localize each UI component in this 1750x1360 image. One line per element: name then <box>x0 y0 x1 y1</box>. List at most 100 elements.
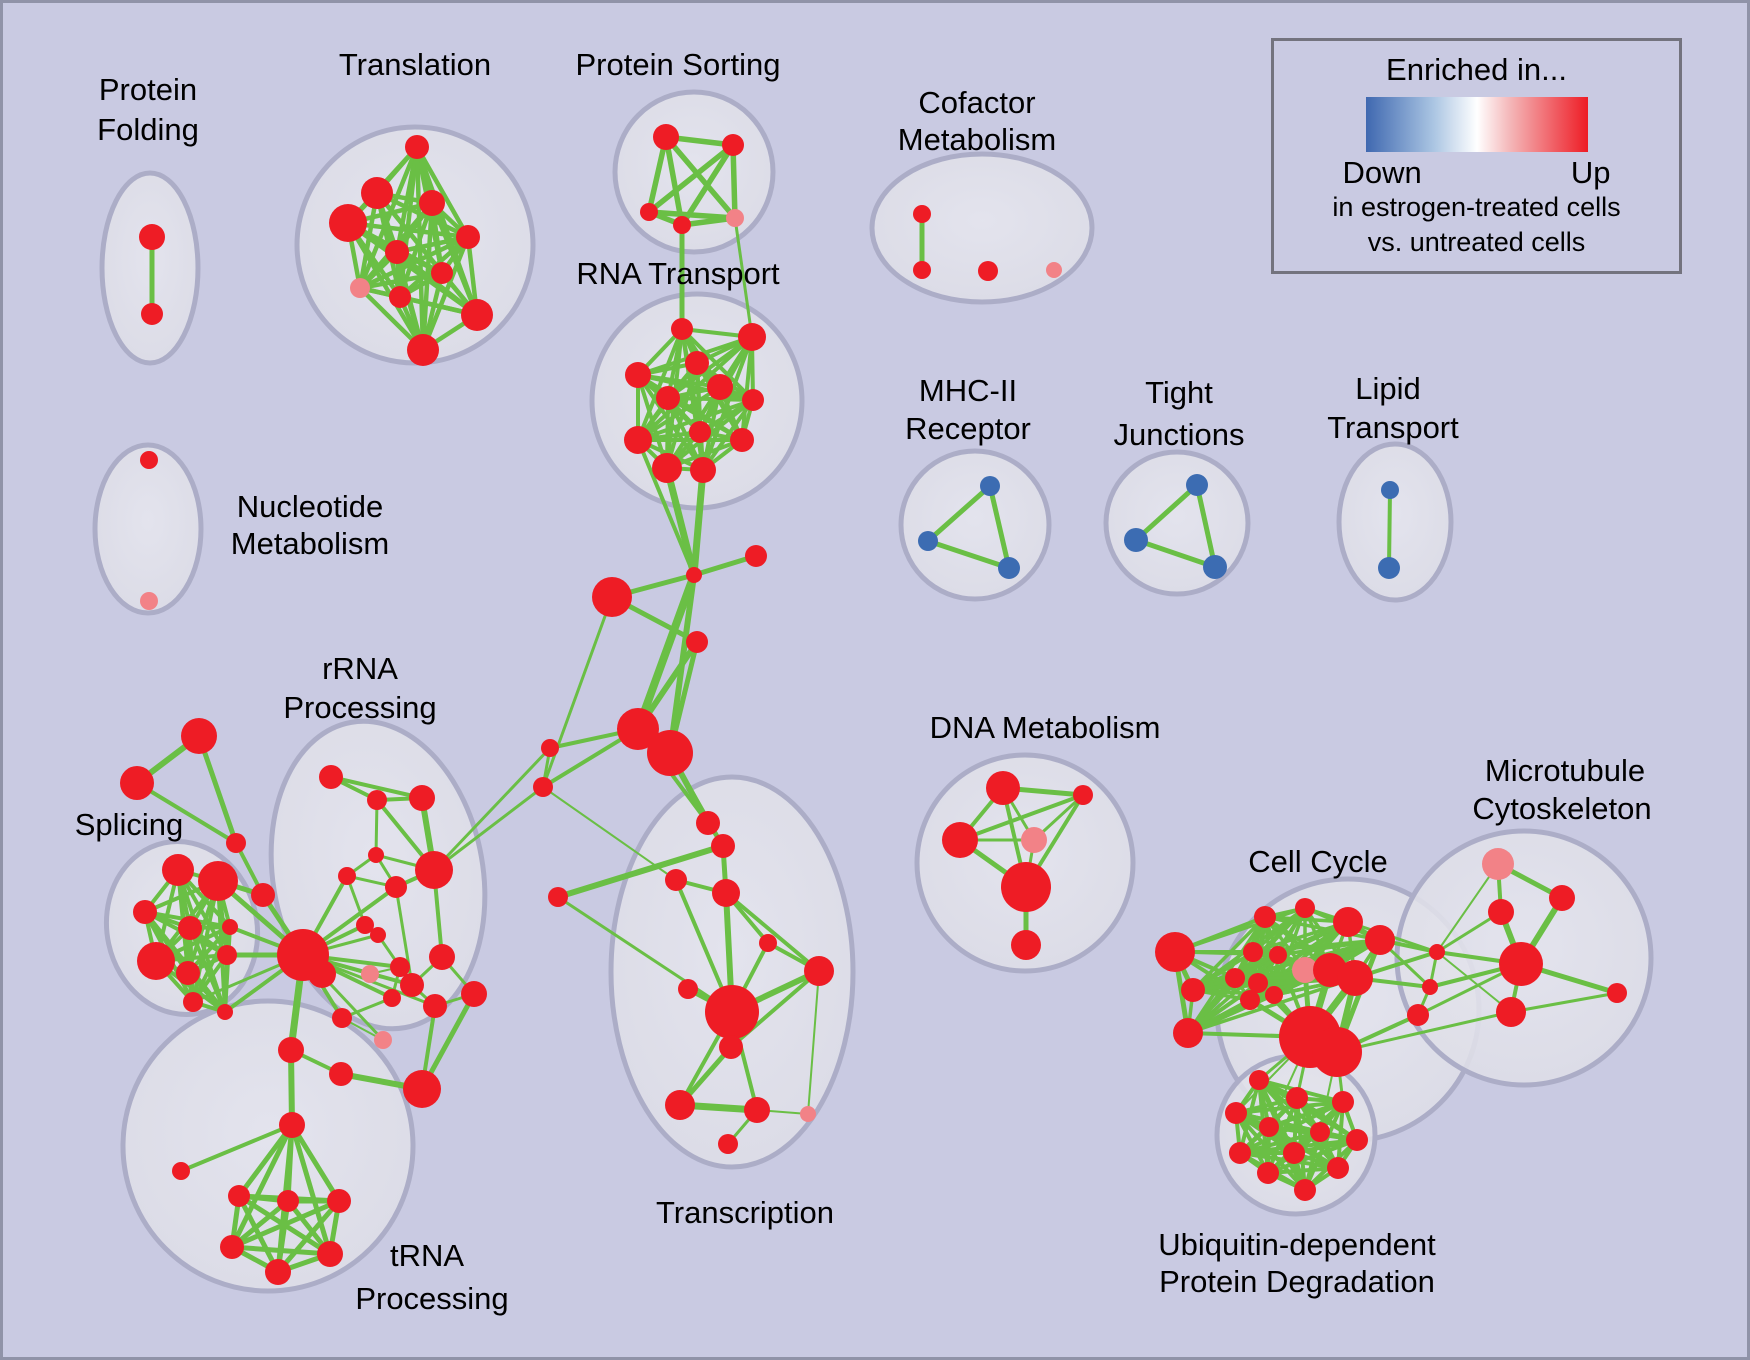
node-enriched-up-weak-rr12 <box>361 965 379 983</box>
node-enriched-up-tr5 <box>759 934 777 952</box>
node-enriched-up-weak-ps5 <box>726 209 744 227</box>
node-enriched-up-weak-mt1 <box>1482 848 1514 880</box>
node-enriched-up-cc5 <box>1243 942 1263 962</box>
node-enriched-up-tr1 <box>696 811 720 835</box>
node-enriched-up-ub3 <box>1332 1091 1354 1113</box>
cluster-label: Cofactor <box>918 85 1035 120</box>
node-enriched-up-cc3 <box>1333 907 1363 937</box>
node-enriched-up-jx1 <box>1429 944 1445 960</box>
node-enriched-up-t3 <box>329 204 367 242</box>
edge <box>432 785 545 872</box>
node-enriched-up-mt3 <box>1488 899 1514 925</box>
edge-mesh-rna-transport <box>636 373 705 472</box>
node-enriched-up-rt8 <box>689 421 711 443</box>
edge <box>135 781 238 845</box>
cluster-label: Receptor <box>905 411 1031 446</box>
edge <box>236 1122 295 1199</box>
edge-mesh-translation <box>357 270 445 291</box>
edge <box>1509 991 1619 1014</box>
edge <box>555 843 726 900</box>
edge-mesh-protein-sorting <box>646 142 736 215</box>
node-enriched-up-dn3 <box>942 822 978 858</box>
node-enriched-up-ub9 <box>1283 1142 1305 1164</box>
node-enriched-up-sp9 <box>183 992 203 1012</box>
node-enriched-up-sm2 <box>533 777 553 797</box>
node-enriched-up-sp3 <box>133 900 157 924</box>
node-enriched-up-cc1 <box>1254 906 1276 928</box>
node-enriched-up-mt6 <box>1496 997 1526 1027</box>
edge-mesh-rna-transport <box>666 396 755 402</box>
node-enriched-up-rt2 <box>738 323 766 351</box>
cluster-label: rRNA <box>322 651 398 686</box>
cluster-label: Transport <box>1327 410 1459 445</box>
legend-caption-line1: in estrogen-treated cells <box>1332 192 1621 222</box>
legend-down-label: Down <box>1342 155 1422 190</box>
edge-mesh-rna-transport <box>636 327 684 442</box>
node-enriched-up-ch2 <box>329 1062 353 1086</box>
edge-mesh-trna-processing <box>229 1198 291 1250</box>
node-enriched-up-rr17 <box>423 994 447 1018</box>
node-enriched-up-sp2 <box>198 861 238 901</box>
node-enriched-up-cc2 <box>1295 898 1315 918</box>
node-enriched-up-hx6 <box>265 1259 291 1285</box>
cluster-label: Translation <box>339 47 491 82</box>
node-enriched-up-sp10 <box>217 1004 233 1020</box>
cluster-label: Processing <box>355 1281 508 1316</box>
node-enriched-up-cf3 <box>978 261 998 281</box>
edge-mesh-protein-sorting <box>663 134 738 221</box>
node-enriched-down-tj2 <box>1124 528 1148 552</box>
edge <box>1387 488 1392 570</box>
node-enriched-up-tr10 <box>665 1090 695 1120</box>
node-enriched-up-ub7 <box>1346 1129 1368 1151</box>
node-enriched-up-hx5 <box>317 1241 343 1267</box>
node-enriched-up-rt5 <box>707 374 733 400</box>
node-enriched-up-ps4 <box>673 216 691 234</box>
node-enriched-up-ub1 <box>1249 1070 1269 1090</box>
edge-mesh-rna-transport <box>636 385 722 442</box>
node-enriched-up-rt10 <box>624 426 652 454</box>
node-enriched-up-dn1 <box>986 771 1020 805</box>
legend-box: Enriched in... Down Up in estrogen-treat… <box>1271 38 1682 274</box>
node-enriched-up-rt9 <box>730 428 754 452</box>
node-enriched-up-hx4 <box>220 1235 244 1259</box>
edge <box>289 1122 342 1204</box>
edge <box>229 1122 295 1250</box>
node-enriched-up-hx3 <box>327 1189 351 1213</box>
edge-mesh-rna-transport <box>666 396 744 442</box>
node-enriched-up-rt6 <box>742 389 764 411</box>
edge <box>1133 482 1200 543</box>
node-enriched-up-hubR <box>745 545 767 567</box>
edge <box>663 464 698 579</box>
node-enriched-up-sp7 <box>176 961 200 985</box>
edge-mesh-protein-sorting <box>663 134 685 228</box>
cluster-label: Folding <box>97 112 199 147</box>
cluster-labels: Protein Folding Translation Protein Sorting… <box>75 47 1652 1316</box>
node-enriched-up-ch3 <box>403 1070 441 1108</box>
node-enriched-up-rt4 <box>685 351 709 375</box>
edge-mesh-translation <box>345 220 426 353</box>
node-enriched-up-rr11 <box>390 957 410 977</box>
edge-mesh-rna-transport <box>636 398 755 442</box>
node-enriched-up-weak-cc7 <box>1292 957 1318 983</box>
node-enriched-up-rr5 <box>368 847 384 863</box>
legend-gradient-bar <box>1365 97 1588 152</box>
node-enriched-up-ub11 <box>1257 1162 1279 1184</box>
edge-mesh-ubiquitin-degradation <box>1238 1130 1322 1155</box>
node-enriched-down-tj3 <box>1203 555 1227 579</box>
node-enriched-up-rr16 <box>400 973 424 997</box>
node-enriched-up-hub <box>277 929 329 981</box>
node-enriched-up-rr7 <box>385 876 407 898</box>
edge-mesh-rna-transport <box>740 335 754 442</box>
edge <box>925 538 1012 571</box>
node-enriched-up-mid1 <box>686 631 708 653</box>
node-enriched-up-rr9 <box>356 916 374 934</box>
node-enriched-up-m1 <box>251 883 275 907</box>
edge <box>196 733 239 846</box>
edge-mesh-trna-processing <box>229 1198 342 1250</box>
node-enriched-up-hx2 <box>277 1190 299 1212</box>
node-enriched-up-tr4 <box>712 879 740 907</box>
node-enriched-up-sm1 <box>541 739 559 757</box>
node-enriched-up-tr9 <box>719 1035 743 1059</box>
legend-caption-line2: vs. untreated cells <box>1367 227 1586 257</box>
